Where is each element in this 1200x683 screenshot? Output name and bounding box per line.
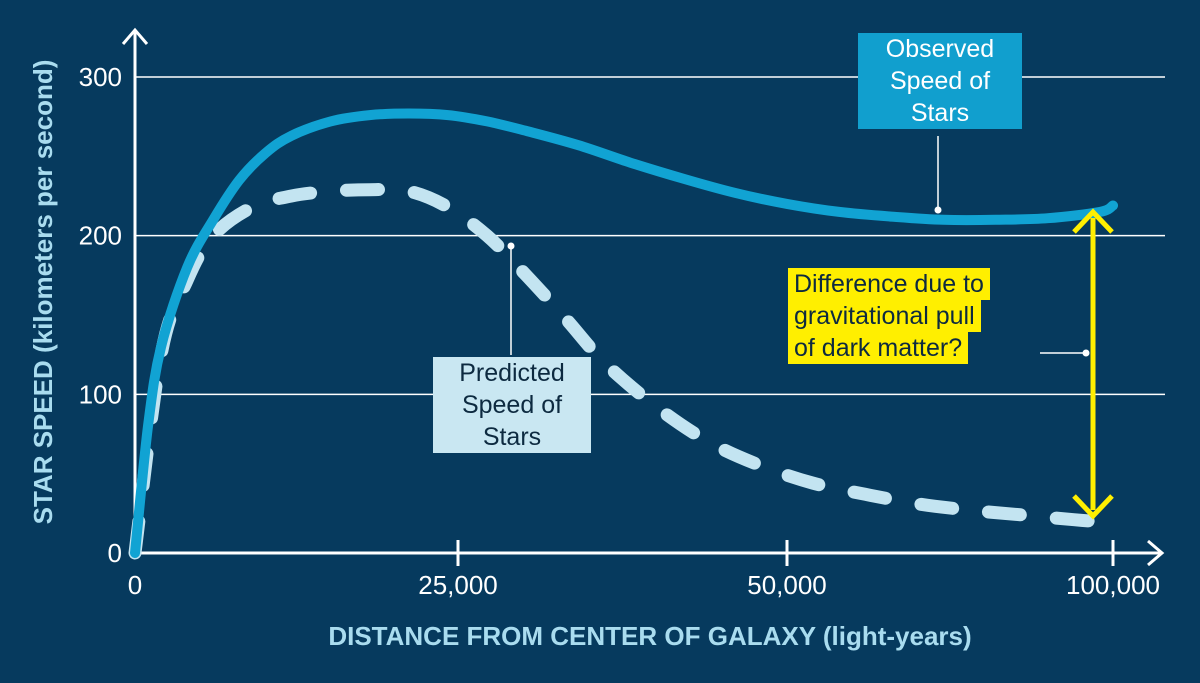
y-axis-title-main: STAR SPEED — [28, 360, 58, 524]
dark-matter-annotation-line-2: gravitational pull — [788, 300, 1048, 332]
y-tick-label-0: 0 — [108, 538, 122, 568]
y-axis-title: STAR SPEED (kilometers per second) — [28, 60, 58, 525]
x-axis-arrowhead — [1147, 539, 1165, 567]
predicted-speed-line — [128, 182, 1120, 560]
dark-matter-annotation-line-1: Difference due to — [788, 268, 1048, 300]
x-axis-title-unit: (light-years) — [823, 621, 972, 651]
observed-leader-dot — [934, 206, 942, 214]
x-axis-title-main: DISTANCE FROM CENTER OF GALAXY — [328, 621, 815, 651]
series — [128, 108, 1120, 560]
observed-speed-label-text: Observed Speed of Stars — [858, 33, 1022, 129]
x-axis-title: DISTANCE FROM CENTER OF GALAXY (light-ye… — [328, 621, 971, 651]
callout-leaders — [507, 136, 1090, 357]
y-tick-label-2: 200 — [79, 221, 122, 251]
y-ticks: 0 100 200 300 — [79, 62, 122, 568]
predicted-leader-dot — [507, 242, 515, 250]
difference-arrow-head-bottom — [1072, 494, 1114, 520]
x-ticks: 0 25,000 50,000 100,000 — [128, 540, 1160, 600]
y-tick-label-1: 100 — [79, 379, 122, 409]
y-axis-title-unit: (kilometers per second) — [28, 60, 58, 353]
difference-leader-dot — [1082, 349, 1090, 357]
x-tick-label-0: 0 — [128, 570, 142, 600]
predicted-speed-label-text: Predicted Speed of Stars — [433, 357, 591, 453]
x-tick-label-1: 25,000 — [418, 570, 498, 600]
x-tick-label-3: 100,000 — [1066, 570, 1160, 600]
y-tick-label-3: 300 — [79, 62, 122, 92]
y-axis-arrowhead — [121, 27, 149, 45]
dark-matter-annotation: Difference due to gravitational pull of … — [788, 268, 1048, 364]
predicted-speed-label: Predicted Speed of Stars — [433, 357, 591, 453]
difference-arrow — [1072, 208, 1114, 520]
dark-matter-annotation-line-3: of dark matter? — [788, 332, 1048, 364]
observed-speed-line — [130, 108, 1118, 558]
axes — [121, 27, 1165, 567]
difference-arrow-head-top — [1072, 208, 1114, 234]
observed-speed-label: Observed Speed of Stars — [858, 33, 1022, 129]
x-tick-label-2: 50,000 — [747, 570, 827, 600]
